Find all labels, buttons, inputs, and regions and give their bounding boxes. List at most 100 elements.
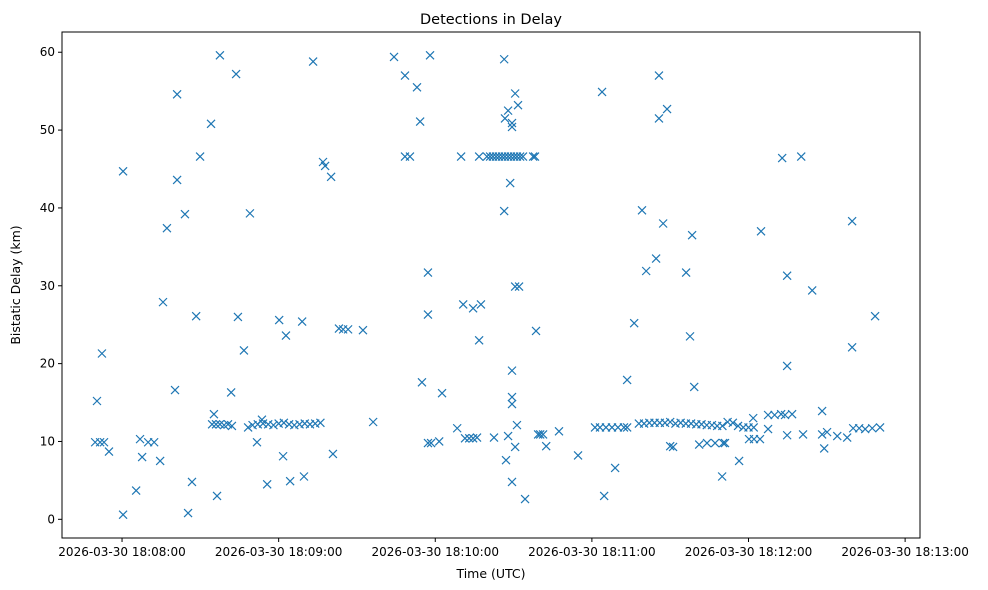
data-point-x-marker: [209, 409, 219, 419]
data-point-x-marker: [763, 410, 773, 420]
data-point-x-marker: [474, 152, 484, 161]
data-point-x-marker: [118, 166, 128, 176]
data-point-x-marker: [763, 424, 773, 434]
data-point-x-marker: [180, 209, 190, 219]
data-point-x-marker: [538, 430, 548, 439]
y-tick-label: 0: [47, 512, 55, 526]
data-point-x-marker: [622, 423, 632, 432]
y-tick-label: 60: [40, 45, 55, 59]
y-tick-label: 40: [40, 201, 55, 215]
data-point-x-marker: [458, 300, 468, 309]
data-point-x-marker: [782, 430, 792, 440]
data-point-x-marker: [728, 418, 738, 428]
data-point-x-marker: [718, 438, 728, 448]
data-point-x-marker: [689, 382, 699, 392]
data-point-x-marker: [832, 431, 842, 441]
data-point-x-marker: [870, 311, 880, 321]
data-point-x-marker: [476, 300, 486, 309]
data-point-x-marker: [464, 433, 474, 443]
data-point-x-marker: [641, 266, 651, 276]
data-point-x-marker: [158, 297, 168, 307]
data-point-x-marker: [423, 268, 433, 277]
data-point-x-marker: [405, 152, 415, 161]
data-point-x-marker: [662, 104, 672, 114]
data-point-x-marker: [131, 486, 141, 495]
data-point-x-marker: [279, 418, 289, 428]
data-point-x-marker: [554, 426, 564, 436]
data-point-x-marker: [512, 420, 522, 430]
data-point-x-marker: [499, 54, 509, 64]
data-point-x-marker: [501, 455, 511, 465]
data-point-x-marker: [135, 434, 145, 444]
data-point-x-marker: [782, 271, 792, 281]
data-point-x-marker: [860, 424, 870, 434]
data-point-x-marker: [541, 441, 551, 451]
data-point-x-marker: [507, 366, 517, 376]
data-point-x-marker: [507, 118, 517, 128]
data-point-x-marker: [510, 89, 520, 98]
data-point-x-marker: [817, 406, 827, 416]
data-point-x-marker: [530, 152, 540, 161]
x-tick-label: 2026-03-30 18:13:00: [841, 545, 968, 559]
data-point-x-marker: [822, 427, 832, 437]
data-point-x-marker: [426, 438, 436, 448]
data-point-x-marker: [520, 494, 530, 504]
data-point-x-marker: [118, 510, 128, 520]
data-point-x-marker: [297, 317, 307, 327]
data-point-x-marker: [665, 417, 675, 427]
data-point-x-marker: [417, 377, 427, 387]
data-point-x-marker: [170, 385, 180, 395]
x-tick-label: 2026-03-30 18:08:00: [58, 545, 185, 559]
data-point-x-marker: [231, 69, 241, 79]
data-point-x-marker: [92, 396, 102, 406]
data-point-x-marker: [710, 438, 720, 448]
data-point-x-marker: [651, 254, 661, 263]
x-tick-label: 2026-03-30 18:11:00: [528, 545, 655, 559]
data-point-x-marker: [95, 437, 105, 447]
data-point-x-marker: [637, 205, 647, 215]
data-point-x-marker: [515, 152, 525, 161]
data-point-x-marker: [510, 442, 520, 452]
data-point-x-marker: [212, 491, 222, 501]
data-point-x-marker: [243, 423, 253, 432]
data-point-x-marker: [507, 122, 517, 132]
data-point-x-marker: [452, 423, 462, 433]
data-point-x-marker: [510, 282, 520, 291]
data-point-x-marker: [681, 268, 691, 277]
data-point-x-marker: [499, 206, 509, 216]
y-tick-label: 10: [40, 434, 55, 448]
x-tick-label: 2026-03-30 18:10:00: [372, 545, 499, 559]
data-point-x-marker: [308, 57, 318, 67]
data-point-x-marker: [599, 491, 609, 501]
data-point-x-marker: [622, 375, 632, 385]
data-point-x-marker: [782, 361, 792, 371]
data-point-x-marker: [474, 335, 484, 345]
data-point-x-marker: [654, 71, 664, 81]
data-point-x-marker: [694, 440, 704, 450]
data-point-x-marker: [281, 331, 291, 341]
data-point-x-marker: [97, 349, 107, 358]
data-point-x-marker: [720, 438, 730, 448]
data-point-x-marker: [528, 152, 538, 161]
data-point-x-marker: [172, 89, 182, 99]
data-point-x-marker: [155, 456, 165, 466]
data-point-x-marker: [423, 310, 433, 320]
data-points: [90, 50, 885, 520]
data-point-x-marker: [875, 423, 885, 432]
data-point-x-marker: [99, 437, 109, 447]
data-point-x-marker: [215, 50, 225, 60]
data-point-x-marker: [389, 52, 399, 62]
data-point-x-marker: [503, 106, 513, 116]
data-point-x-marker: [787, 409, 797, 419]
data-point-x-marker: [507, 477, 517, 487]
data-point-x-marker: [867, 423, 877, 433]
data-point-x-marker: [629, 318, 639, 328]
data-point-x-marker: [262, 479, 272, 489]
data-point-x-marker: [500, 113, 510, 123]
data-point-x-marker: [654, 113, 664, 123]
data-point-x-marker: [531, 326, 541, 336]
data-point-x-marker: [847, 342, 857, 352]
data-point-x-marker: [211, 419, 221, 429]
data-point-x-marker: [315, 418, 325, 428]
